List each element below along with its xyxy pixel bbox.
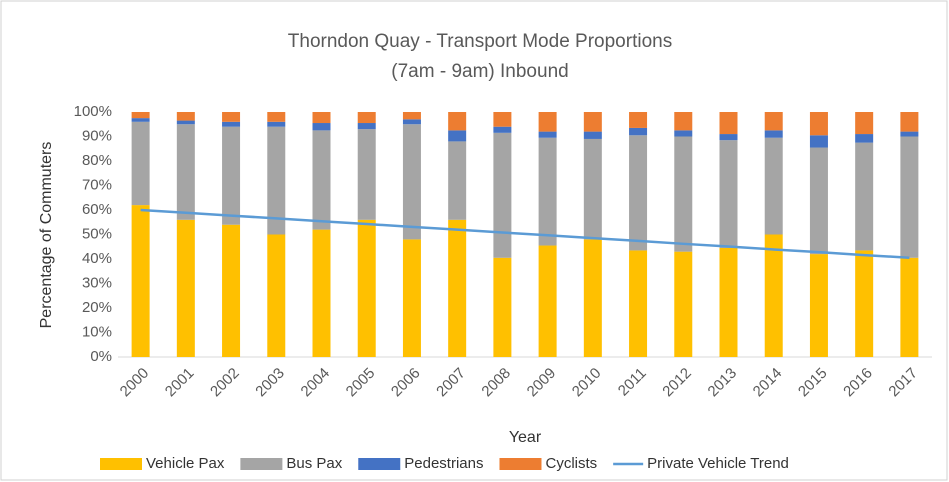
bar-segment: [674, 136, 693, 252]
chart-subtitle: (7am - 9am) Inbound: [391, 61, 568, 82]
bar-segment: [176, 112, 195, 121]
y-axis-label: Percentage of Commuters: [38, 142, 55, 329]
bar-segment: [629, 112, 648, 128]
bar-segment: [855, 142, 874, 251]
bar-segment: [719, 112, 738, 135]
bar-segment: [176, 124, 195, 220]
y-tick-label: 80%: [82, 152, 112, 169]
bar-segment: [402, 119, 421, 125]
y-tick-label: 60%: [82, 201, 112, 218]
bar-segment: [764, 234, 783, 357]
bar-segment: [448, 141, 467, 220]
bar-segment: [538, 137, 557, 246]
bar-segment: [538, 131, 557, 138]
bar-segment: [764, 112, 783, 131]
y-tick-label: 10%: [82, 323, 112, 340]
legend-label: Private Vehicle Trend: [647, 455, 789, 472]
bar-segment: [131, 118, 150, 122]
bar-segment: [448, 130, 467, 142]
bar-segment: [719, 247, 738, 357]
bar-segment: [629, 127, 648, 136]
bar-segment: [448, 219, 467, 357]
bar-segment: [674, 130, 693, 137]
y-tick-label: 70%: [82, 176, 112, 193]
legend-label: Vehicle Pax: [146, 455, 225, 472]
bar-segment: [764, 137, 783, 235]
legend-swatch: [358, 458, 401, 470]
x-axis-label: Year: [509, 429, 542, 446]
bar-segment: [357, 129, 376, 220]
bar-segment: [448, 112, 467, 131]
trend-line: [140, 208, 910, 260]
y-tick-label: 90%: [82, 127, 112, 144]
bar-segment: [402, 112, 421, 120]
bar-segment: [493, 112, 512, 127]
bar-segment: [538, 245, 557, 357]
bar-segment: [855, 250, 874, 357]
bar-segment: [583, 131, 602, 139]
bar-segment: [900, 131, 919, 137]
y-tick-label: 40%: [82, 250, 112, 267]
legend-label: Cyclists: [545, 455, 597, 472]
bar-segment: [493, 257, 512, 357]
bar-segment: [357, 112, 376, 124]
bar-segment: [719, 140, 738, 248]
bar-segment: [493, 132, 512, 258]
bar-segment: [357, 219, 376, 357]
bar-segment: [131, 121, 150, 206]
y-tick-label: 20%: [82, 299, 112, 316]
bar-segment: [176, 120, 195, 125]
bar-segment: [267, 234, 286, 357]
bar-segment: [855, 112, 874, 135]
bar-segment: [809, 135, 828, 148]
bar-segment: [222, 121, 241, 127]
legend-swatch: [499, 458, 542, 470]
bar-segment: [402, 239, 421, 357]
bar-segment: [900, 112, 919, 132]
legend-swatch: [240, 458, 283, 470]
bar-segment: [493, 126, 512, 133]
bar-segment: [312, 229, 331, 357]
bar-segment: [900, 257, 919, 357]
bar-segment: [176, 219, 195, 357]
bar-segment: [809, 254, 828, 357]
bar-segment: [764, 130, 783, 138]
bar-segment: [267, 112, 286, 122]
bar-segment: [583, 112, 602, 132]
bar-segment: [312, 130, 331, 230]
chart-title: Thorndon Quay - Transport Mode Proportio…: [288, 31, 672, 52]
bar-segment: [809, 112, 828, 136]
bar-segment: [357, 123, 376, 130]
bar-segment: [629, 135, 648, 251]
bar-segment: [674, 251, 693, 357]
bar-segment: [131, 112, 150, 119]
bar-segment: [222, 126, 241, 225]
bar-segment: [583, 239, 602, 357]
bar-segment: [538, 112, 557, 132]
y-tick-label: 100%: [74, 103, 112, 120]
bar-segment: [222, 112, 241, 122]
bar-segment: [719, 134, 738, 141]
bar-segment: [674, 112, 693, 131]
y-tick-label: 0%: [90, 348, 112, 365]
bar-segment: [131, 205, 150, 357]
bar-segment: [267, 121, 286, 127]
bar-segment: [855, 134, 874, 143]
y-tick-label: 30%: [82, 274, 112, 291]
bar-segment: [222, 224, 241, 357]
bar-segment: [312, 123, 331, 131]
bar-segment: [312, 112, 331, 124]
bar-segment: [809, 147, 828, 255]
bar-segment: [629, 250, 648, 357]
legend-swatch: [100, 458, 142, 470]
bar-segment: [402, 124, 421, 240]
legend-label: Pedestrians: [404, 455, 483, 472]
y-tick-label: 50%: [82, 225, 112, 242]
bar-segment: [900, 136, 919, 258]
legend-label: Bus Pax: [286, 455, 342, 472]
bar-segment: [583, 138, 602, 240]
bar-segment: [267, 126, 286, 235]
